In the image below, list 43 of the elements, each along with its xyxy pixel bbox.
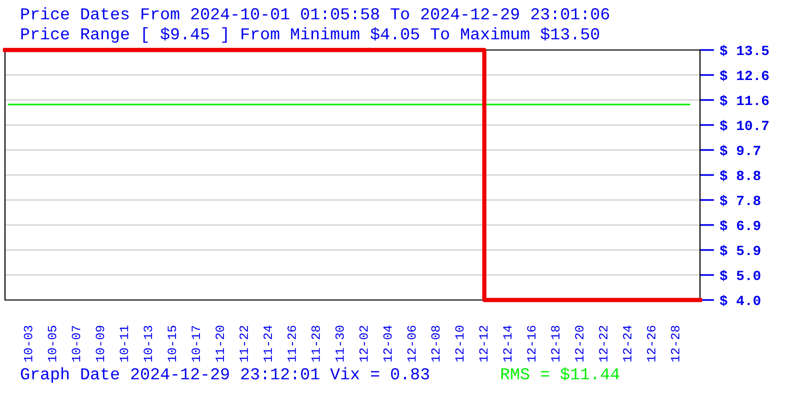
x-tick-label: 11-22 (240, 326, 248, 362)
x-tick-label: 12-04 (383, 326, 392, 362)
y-tick-label: $ 13.5 (720, 44, 769, 56)
y-tick-label: $ 5.0 (720, 270, 760, 282)
x-tick-label: 12-10 (455, 326, 464, 362)
x-tick-label: 12-14 (503, 326, 512, 362)
x-tick-label: 12-16 (527, 326, 536, 362)
x-tick-label: 10-07 (72, 326, 80, 362)
x-tick-label: 10-13 (144, 326, 152, 362)
x-tick-label: 12-12 (479, 326, 488, 362)
x-tick-label: 10-03 (24, 326, 32, 362)
x-tick-label: 11-28 (311, 326, 320, 362)
y-tick-label: $ 6.9 (720, 220, 760, 232)
y-tick-label: $ 7.8 (720, 194, 760, 206)
ref-line-label: RMS = $11.44 (501, 367, 620, 380)
y-tick-label: $ 12.6 (720, 70, 769, 82)
y-tick-label: $ 5.9 (720, 244, 760, 256)
chart-subtitle: Price Range [ $9.45 ] From Minimum $4.05 To Maximum $13.50 (21, 27, 600, 43)
x-tick-label: 10-17 (192, 326, 200, 362)
y-tick-label: $ 8.8 (720, 170, 760, 182)
x-tick-label: 12-08 (431, 326, 440, 362)
x-tick-label: 10-09 (96, 326, 104, 362)
y-tick-label: $ 9.7 (720, 144, 760, 156)
text: Graph Date 2024-12-29 23:12:01 Vix = 0.83 (20, 367, 430, 383)
x-tick-label: 11-26 (287, 326, 296, 362)
x-tick-label: 11-24 (263, 326, 272, 362)
x-tick-label: 12-18 (551, 326, 560, 362)
y-tick-label: $ 11.6 (720, 94, 769, 106)
x-tick-label: 12-02 (359, 326, 368, 362)
x-tick-label: 12-06 (407, 326, 416, 362)
x-tick-label: 12-26 (646, 326, 656, 362)
x-tick-label: 12-20 (575, 326, 584, 362)
x-tick-label: 12-28 (670, 326, 680, 362)
x-tick-label: 10-05 (48, 326, 56, 362)
x-tick-label: 11-30 (335, 326, 344, 362)
chart-title: Price Dates From 2024-10-01 01:05:58 To 2024-12-29 23:01:06 (21, 7, 610, 20)
x-tick-label: 11-20 (216, 326, 224, 362)
x-tick-label: 12-22 (599, 326, 608, 362)
y-tick-label: $ 10.7 (720, 120, 769, 132)
x-tick-label: 10-11 (120, 326, 128, 362)
x-tick-label: 12-24 (622, 326, 632, 362)
x-tick-label: 10-15 (168, 326, 176, 362)
y-tick-label: $ 4.0 (720, 294, 760, 306)
